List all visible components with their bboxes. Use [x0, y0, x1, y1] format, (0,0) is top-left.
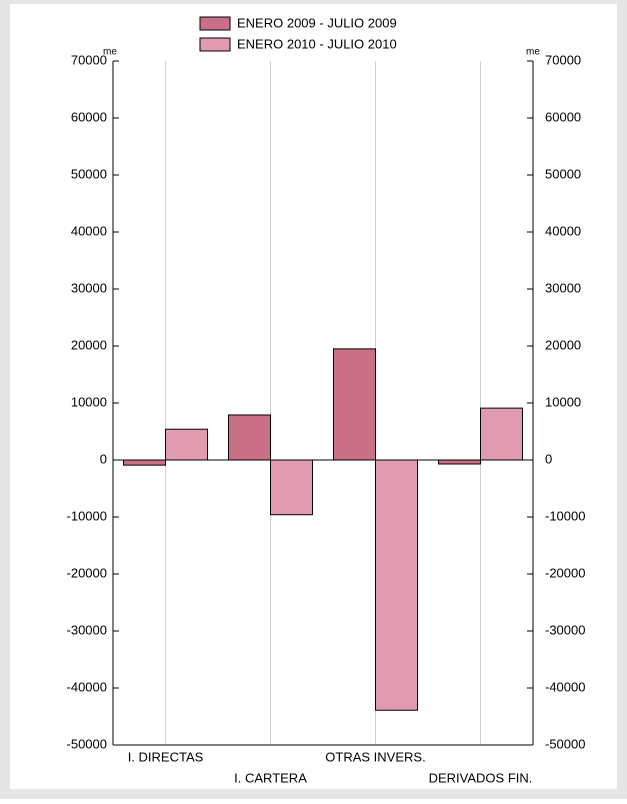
y-tick-label: 40000	[71, 223, 107, 238]
y2-tick-label: -20000	[545, 565, 585, 580]
x-tick-label: I. CARTERA	[234, 770, 307, 785]
panel	[10, 4, 617, 789]
bar	[165, 428, 208, 461]
y-tick-label: 20000	[71, 337, 107, 352]
y-tick-label: -20000	[67, 565, 107, 580]
bar	[333, 348, 376, 461]
x-tick-label: OTRAS INVERS.	[325, 749, 425, 764]
y2-tick-label: 70000	[545, 52, 581, 67]
y2-tick-label: 0	[545, 451, 552, 466]
legend-label: ENERO 2009 - JULIO 2009	[237, 15, 397, 30]
y-tick-label: -30000	[67, 622, 107, 637]
y-tick-label: -50000	[67, 736, 107, 751]
y-tick-label: 0	[100, 451, 107, 466]
y2-tick-label: 20000	[545, 337, 581, 352]
bar	[375, 459, 418, 711]
y-tick-label: 50000	[71, 166, 107, 181]
y2-tick-label: -40000	[545, 679, 585, 694]
y2-tick-label: -30000	[545, 622, 585, 637]
y-tick-label: 70000	[71, 52, 107, 67]
y2-tick-label: -50000	[545, 736, 585, 751]
y2-tick-label: -10000	[545, 508, 585, 523]
y-tick-label: 10000	[71, 394, 107, 409]
legend-swatch	[199, 37, 231, 52]
y2-axis-label: me	[526, 47, 540, 58]
bar	[438, 459, 481, 465]
x-tick-label: I. DIRECTAS	[128, 749, 204, 764]
y-tick-label: -40000	[67, 679, 107, 694]
bar	[123, 459, 166, 466]
legend-label: ENERO 2010 - JULIO 2010	[237, 36, 397, 51]
bar	[480, 407, 523, 461]
y2-tick-label: 10000	[545, 394, 581, 409]
bar	[228, 414, 271, 461]
y2-tick-label: 60000	[545, 109, 581, 124]
y2-tick-label: 30000	[545, 280, 581, 295]
bar	[270, 459, 313, 516]
y-axis-label: me	[103, 47, 117, 58]
y-tick-label: -10000	[67, 508, 107, 523]
y-tick-label: 60000	[71, 109, 107, 124]
legend-swatch	[199, 16, 231, 31]
x-tick-label: DERIVADOS FIN.	[429, 770, 533, 785]
y2-tick-label: 40000	[545, 223, 581, 238]
y-tick-label: 30000	[71, 280, 107, 295]
y2-tick-label: 50000	[545, 166, 581, 181]
